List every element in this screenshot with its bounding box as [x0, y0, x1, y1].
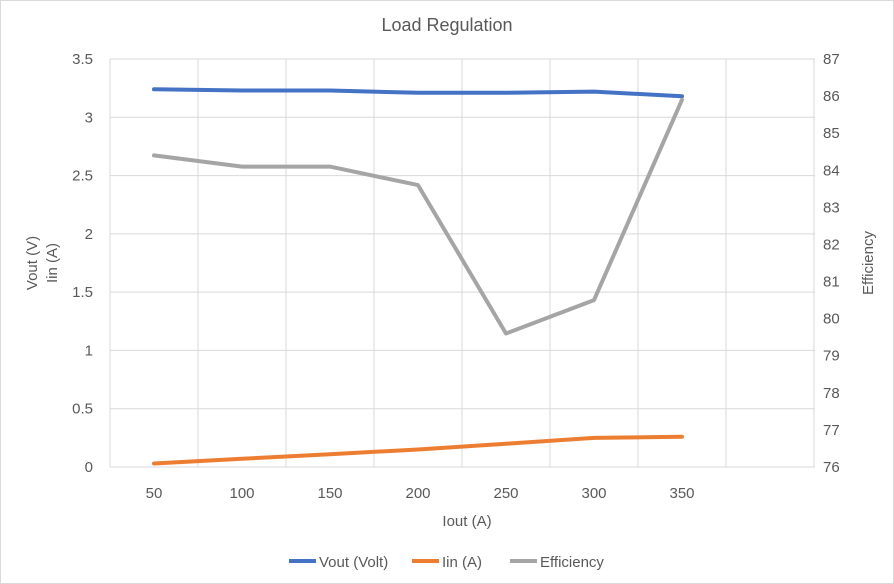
legend-label-iin-a: Iin (A)	[442, 554, 482, 571]
left-tick-label: 1	[85, 342, 93, 359]
right-tick-label: 86	[823, 88, 840, 105]
chart-title: Load Regulation	[381, 15, 512, 35]
right-axis-ticks: 76 77 78 79 80 81 82 83 84 85 86 87	[823, 51, 840, 476]
x-tick-label: 350	[669, 485, 694, 502]
right-tick-label: 82	[823, 236, 840, 253]
x-axis-ticks: 50 100 150 200 250 300 350	[146, 485, 695, 502]
left-axis-title-vout: Vout (V)	[24, 236, 41, 290]
left-tick-label: 3.5	[72, 51, 93, 68]
left-axis-ticks: 0 0.5 1 1.5 2 2.5 3 3.5	[72, 51, 93, 476]
x-axis-title: Iout (A)	[442, 513, 491, 530]
right-tick-label: 80	[823, 311, 840, 328]
x-tick-label: 250	[493, 485, 518, 502]
right-tick-label: 77	[823, 422, 840, 439]
legend: Vout (Volt) Iin (A) Efficiency	[289, 554, 604, 571]
right-axis-title: Efficiency	[860, 231, 877, 295]
right-tick-label: 84	[823, 162, 840, 179]
right-tick-label: 87	[823, 51, 840, 68]
left-tick-label: 0	[85, 459, 93, 476]
right-tick-label: 83	[823, 199, 840, 216]
left-tick-label: 2.5	[72, 168, 93, 185]
series-line-iin-a	[152, 434, 684, 466]
right-tick-label: 85	[823, 125, 840, 142]
left-tick-label: 3	[85, 109, 93, 126]
right-tick-label: 79	[823, 348, 840, 365]
legend-label-efficiency: Efficiency	[540, 554, 604, 571]
series-line-efficiency	[152, 97, 684, 336]
x-tick-label: 100	[229, 485, 254, 502]
left-tick-label: 2	[85, 226, 93, 243]
left-tick-label: 0.5	[72, 401, 93, 418]
right-tick-label: 78	[823, 385, 840, 402]
x-tick-label: 200	[405, 485, 430, 502]
x-tick-label: 300	[581, 485, 606, 502]
right-tick-label: 76	[823, 459, 840, 476]
x-tick-label: 50	[146, 485, 163, 502]
left-tick-label: 1.5	[72, 284, 93, 301]
left-axis-title-iin: Iin (A)	[44, 243, 61, 283]
gridlines	[109, 58, 815, 468]
series-lines	[152, 87, 684, 466]
series-line-vout-volt	[152, 87, 684, 99]
x-tick-label: 150	[317, 485, 342, 502]
right-tick-label: 81	[823, 274, 840, 291]
legend-label-vout-volt: Vout (Volt)	[319, 554, 388, 571]
